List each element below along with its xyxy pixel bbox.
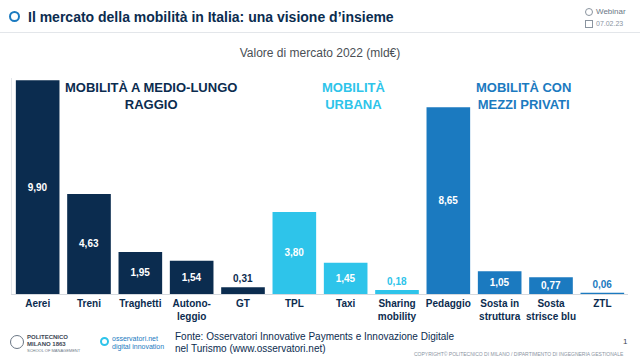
svg-text:MOBILITÀ A MEDIO-LUNGORAGGIO: MOBILITÀ A MEDIO-LUNGORAGGIO bbox=[65, 80, 237, 112]
svg-text:Sharingmobility: Sharingmobility bbox=[378, 298, 417, 322]
svg-text:Pedaggio: Pedaggio bbox=[426, 298, 471, 309]
html-text:Fonte: Osservatori Innovative: Fonte: Osservatori Innovative Payments e… bbox=[175, 331, 454, 354]
html-text:SCHOOL OF MANAGEMENT: SCHOOL OF MANAGEMENT bbox=[27, 348, 81, 353]
html-text:07.02.23: 07.02.23 bbox=[596, 20, 624, 27]
svg-text:9,90: 9,90 bbox=[28, 182, 48, 193]
svg-text:Valore di mercato 2022 (mld€): Valore di mercato 2022 (mld€) bbox=[240, 46, 401, 60]
svg-text:0,18: 0,18 bbox=[387, 276, 407, 287]
svg-text:1,05: 1,05 bbox=[490, 277, 510, 288]
svg-text:Sosta instruttura: Sosta instruttura bbox=[479, 298, 521, 322]
html-text:osservatori.net digital innova: osservatori.net digital innovation bbox=[112, 335, 165, 350]
svg-text:Aerei: Aerei bbox=[25, 298, 50, 309]
html-text:Webinar: Webinar bbox=[596, 7, 626, 16]
html-text:POLITECNICO MILANO 1863: POLITECNICO MILANO 1863 bbox=[27, 334, 68, 347]
svg-text:1,54: 1,54 bbox=[182, 272, 202, 283]
svg-text:MOBILITÀURBANA: MOBILITÀURBANA bbox=[322, 80, 385, 112]
svg-text:4,63: 4,63 bbox=[79, 238, 99, 249]
svg-text:1,95: 1,95 bbox=[130, 267, 150, 278]
svg-text:Treni: Treni bbox=[77, 298, 101, 309]
svg-text:GT: GT bbox=[236, 298, 250, 309]
svg-text:Taxi: Taxi bbox=[336, 298, 355, 309]
svg-text:ZTL: ZTL bbox=[593, 298, 611, 309]
svg-text:Traghetti: Traghetti bbox=[119, 298, 161, 309]
svg-text:3,80: 3,80 bbox=[284, 247, 304, 258]
svg-text:TPL: TPL bbox=[285, 298, 304, 309]
html-text:Il mercato della mobilità in I: Il mercato della mobilità in Italia: una… bbox=[28, 9, 394, 25]
svg-text:MOBILITÀ CONMEZZI PRIVATI: MOBILITÀ CONMEZZI PRIVATI bbox=[476, 80, 571, 112]
svg-text:0,31: 0,31 bbox=[233, 273, 253, 284]
html-text:COPYRIGHT© POLITECNICO DI MILA: COPYRIGHT© POLITECNICO DI MILANO / DIPAR… bbox=[414, 351, 624, 357]
svg-text:1,45: 1,45 bbox=[336, 273, 356, 284]
svg-text:Autono-leggio: Autono-leggio bbox=[173, 298, 211, 322]
svg-text:0,77: 0,77 bbox=[541, 280, 561, 291]
html-text:1: 1 bbox=[623, 337, 628, 346]
svg-text:Sostastrisce blu: Sostastrisce blu bbox=[526, 298, 576, 322]
svg-text:0,06: 0,06 bbox=[592, 279, 612, 290]
svg-text:8,65: 8,65 bbox=[438, 195, 458, 206]
